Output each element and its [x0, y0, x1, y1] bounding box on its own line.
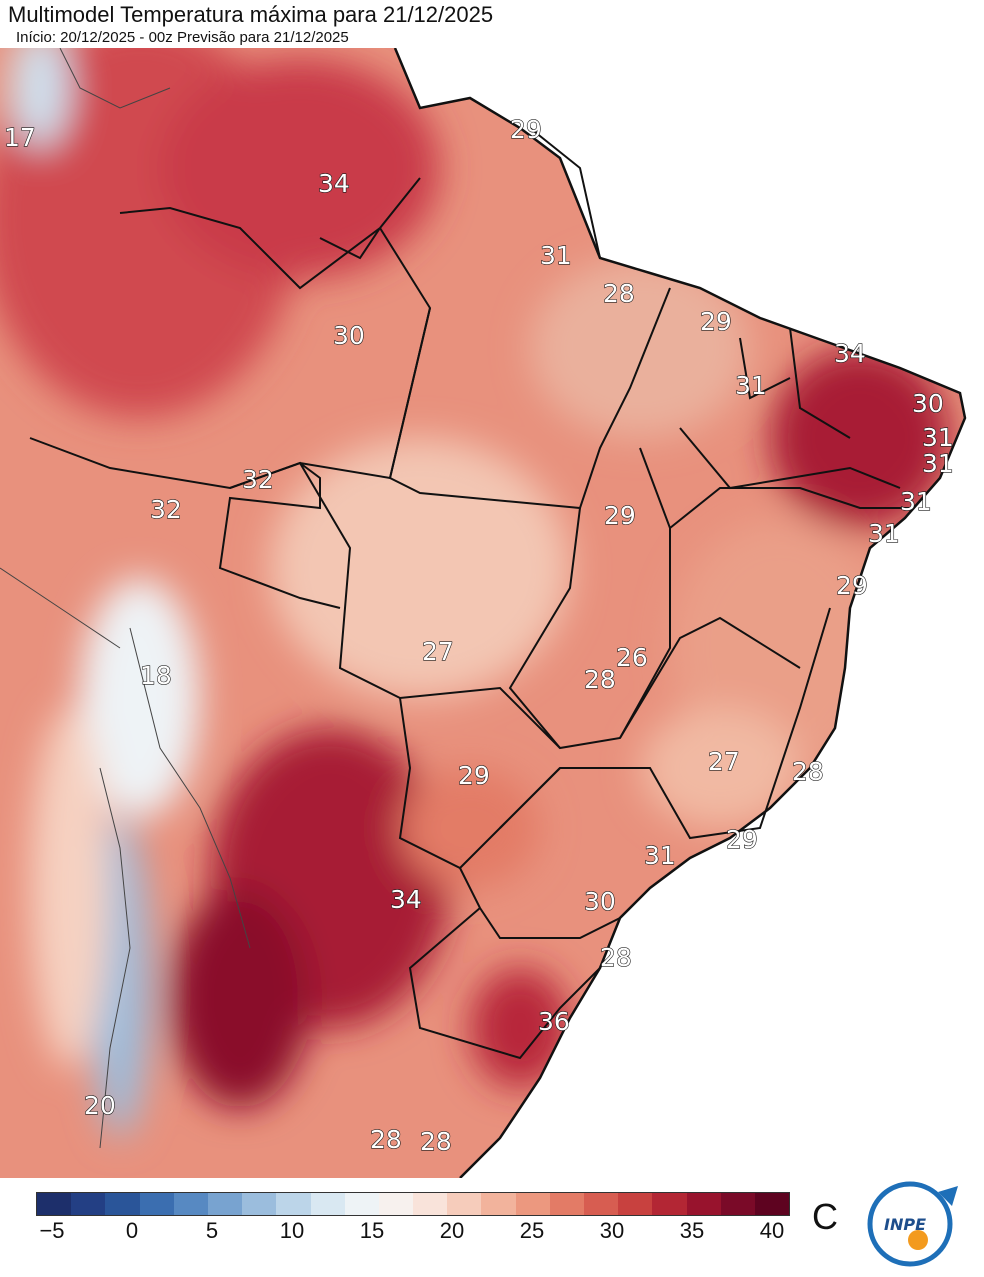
color-scale-tick: 40	[759, 1218, 785, 1243]
color-scale-tick: 15	[359, 1218, 385, 1243]
temperature-field	[0, 48, 965, 1178]
temp-label: 31	[540, 241, 572, 270]
map-subtitle: Início: 20/12/2025 - 00z Previsão para 2…	[16, 29, 349, 46]
temp-label: 28	[600, 943, 632, 972]
temp-label: 28	[584, 665, 616, 694]
temp-label: 34	[318, 169, 350, 198]
temp-label: 29	[726, 825, 758, 854]
temp-label: 31	[735, 371, 767, 400]
color-swatch	[447, 1193, 482, 1215]
color-swatch	[105, 1193, 140, 1215]
color-swatch	[481, 1193, 516, 1215]
state-borders	[29, 127, 910, 1060]
temp-label: 36	[538, 1007, 570, 1036]
country-borders	[0, 48, 251, 1149]
temp-label: 31	[868, 519, 900, 548]
color-swatch	[344, 1193, 379, 1215]
color-scale-tick: 35	[679, 1218, 705, 1243]
temp-label: 28	[420, 1127, 452, 1156]
temp-label: 32	[242, 465, 274, 494]
color-swatch	[618, 1193, 653, 1215]
color-swatch	[207, 1193, 243, 1215]
temp-label: 28	[370, 1125, 402, 1154]
color-swatch	[310, 1193, 345, 1215]
temp-label: 30	[912, 389, 944, 418]
color-swatch	[754, 1193, 790, 1215]
unit-label: C	[812, 1196, 838, 1237]
color-scale-tick: 20	[439, 1218, 465, 1243]
temp-label: 28	[603, 279, 635, 308]
map-title: Multimodel Temperatura máxima para 21/12…	[8, 2, 494, 27]
color-scale-tick: 25	[519, 1218, 545, 1243]
temp-label: 34	[834, 339, 866, 368]
temp-label: 27	[708, 747, 740, 776]
color-swatch	[413, 1193, 448, 1215]
color-swatch	[515, 1193, 550, 1215]
temp-label: 29	[458, 761, 490, 790]
color-scale-tick: 5	[205, 1218, 219, 1243]
temp-label: 31	[900, 487, 932, 516]
temp-label: 29	[604, 501, 636, 530]
temp-label: 26	[616, 643, 648, 672]
color-swatch	[276, 1193, 311, 1215]
color-scale-tick: 30	[599, 1218, 625, 1243]
color-scale-tick: 0	[125, 1218, 139, 1243]
temp-label: 28	[792, 757, 824, 786]
color-scale-bar	[36, 1192, 790, 1216]
temp-label: 18	[140, 661, 172, 690]
color-swatch	[71, 1193, 106, 1215]
color-scale-tick: −5	[39, 1218, 65, 1243]
color-swatch	[720, 1193, 755, 1215]
logo-text: INPE	[884, 1215, 926, 1234]
color-scale-tick: 10	[279, 1218, 305, 1243]
temperature-map: 17 34 29 31 28 30 29 34 31 30 31 31 31 3…	[0, 48, 984, 1178]
color-swatch	[652, 1193, 687, 1215]
temp-label: 30	[333, 321, 365, 350]
temperature-labels: 17 34 29 31 28 30 29 34 31 30 31 31 31 3…	[3, 114, 954, 1156]
temp-label: 29	[836, 571, 868, 600]
color-swatch	[686, 1193, 721, 1215]
temp-label: 32	[150, 495, 182, 524]
temp-label: 20	[84, 1091, 116, 1120]
color-swatch	[139, 1193, 174, 1215]
color-swatch	[242, 1193, 277, 1215]
temp-label: 31	[922, 423, 954, 452]
temp-label: 34	[390, 885, 422, 914]
color-swatch	[37, 1193, 72, 1215]
temp-label: 30	[584, 887, 616, 916]
temp-label: 17	[4, 123, 36, 152]
color-scale-ticks: −5 0 5 10 15 20 25 30 35 40	[36, 1218, 788, 1248]
inpe-logo: INPE	[860, 1172, 976, 1272]
color-swatch	[378, 1193, 414, 1215]
color-swatch	[549, 1193, 584, 1215]
temp-label: 31	[644, 841, 676, 870]
temp-label: 27	[422, 637, 454, 666]
coastline	[393, 48, 967, 1178]
color-swatch	[584, 1193, 619, 1215]
temp-label: 29	[700, 307, 732, 336]
color-swatch	[173, 1193, 208, 1215]
temp-label: 29	[510, 115, 542, 144]
temp-label: 31	[922, 449, 954, 478]
